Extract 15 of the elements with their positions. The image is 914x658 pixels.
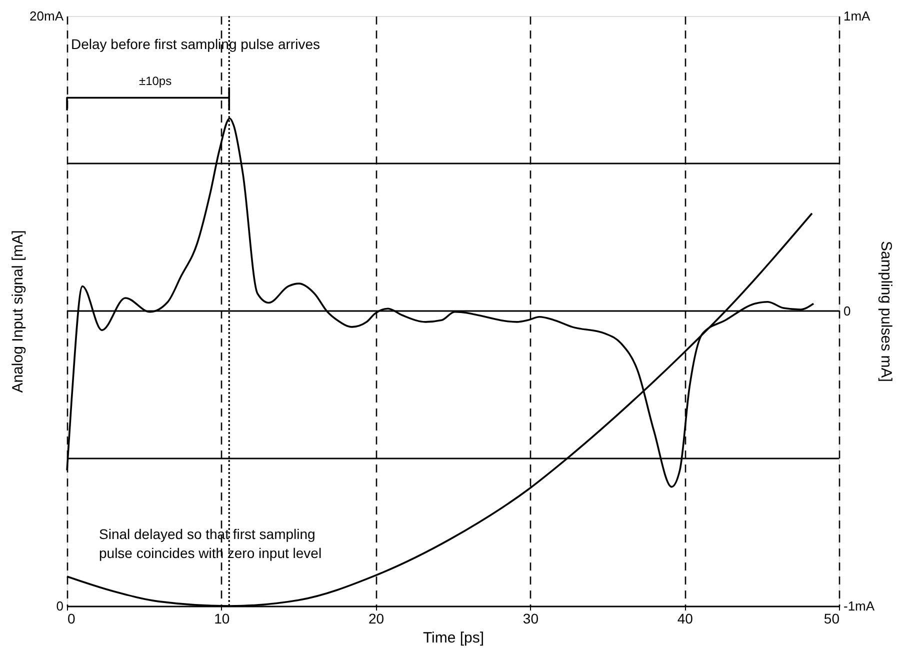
y-axis-title: Analog Input signal [mA]: [10, 230, 27, 393]
y2-tick-label: 0: [844, 304, 851, 318]
y2-tick-label: 1mA: [844, 8, 871, 24]
y2-axis-title: Sampling pulses mA]: [878, 241, 895, 382]
x-tick-label: 50: [824, 610, 840, 626]
x-tick-label: 30: [522, 610, 539, 626]
x-tick-label: 40: [677, 610, 694, 626]
annotation: Delay before first sampling pulse arrives: [71, 36, 320, 52]
x-tick-label: 20: [368, 610, 384, 626]
x-tick-label: 0: [68, 610, 76, 626]
x-tick-label: 10: [214, 610, 230, 626]
x-axis-title: Time [ps]: [422, 630, 484, 646]
y2-tick-label: -1mA: [844, 598, 875, 614]
annotation: ±10ps: [139, 74, 172, 88]
y-tick-label: 20mA: [30, 8, 64, 24]
